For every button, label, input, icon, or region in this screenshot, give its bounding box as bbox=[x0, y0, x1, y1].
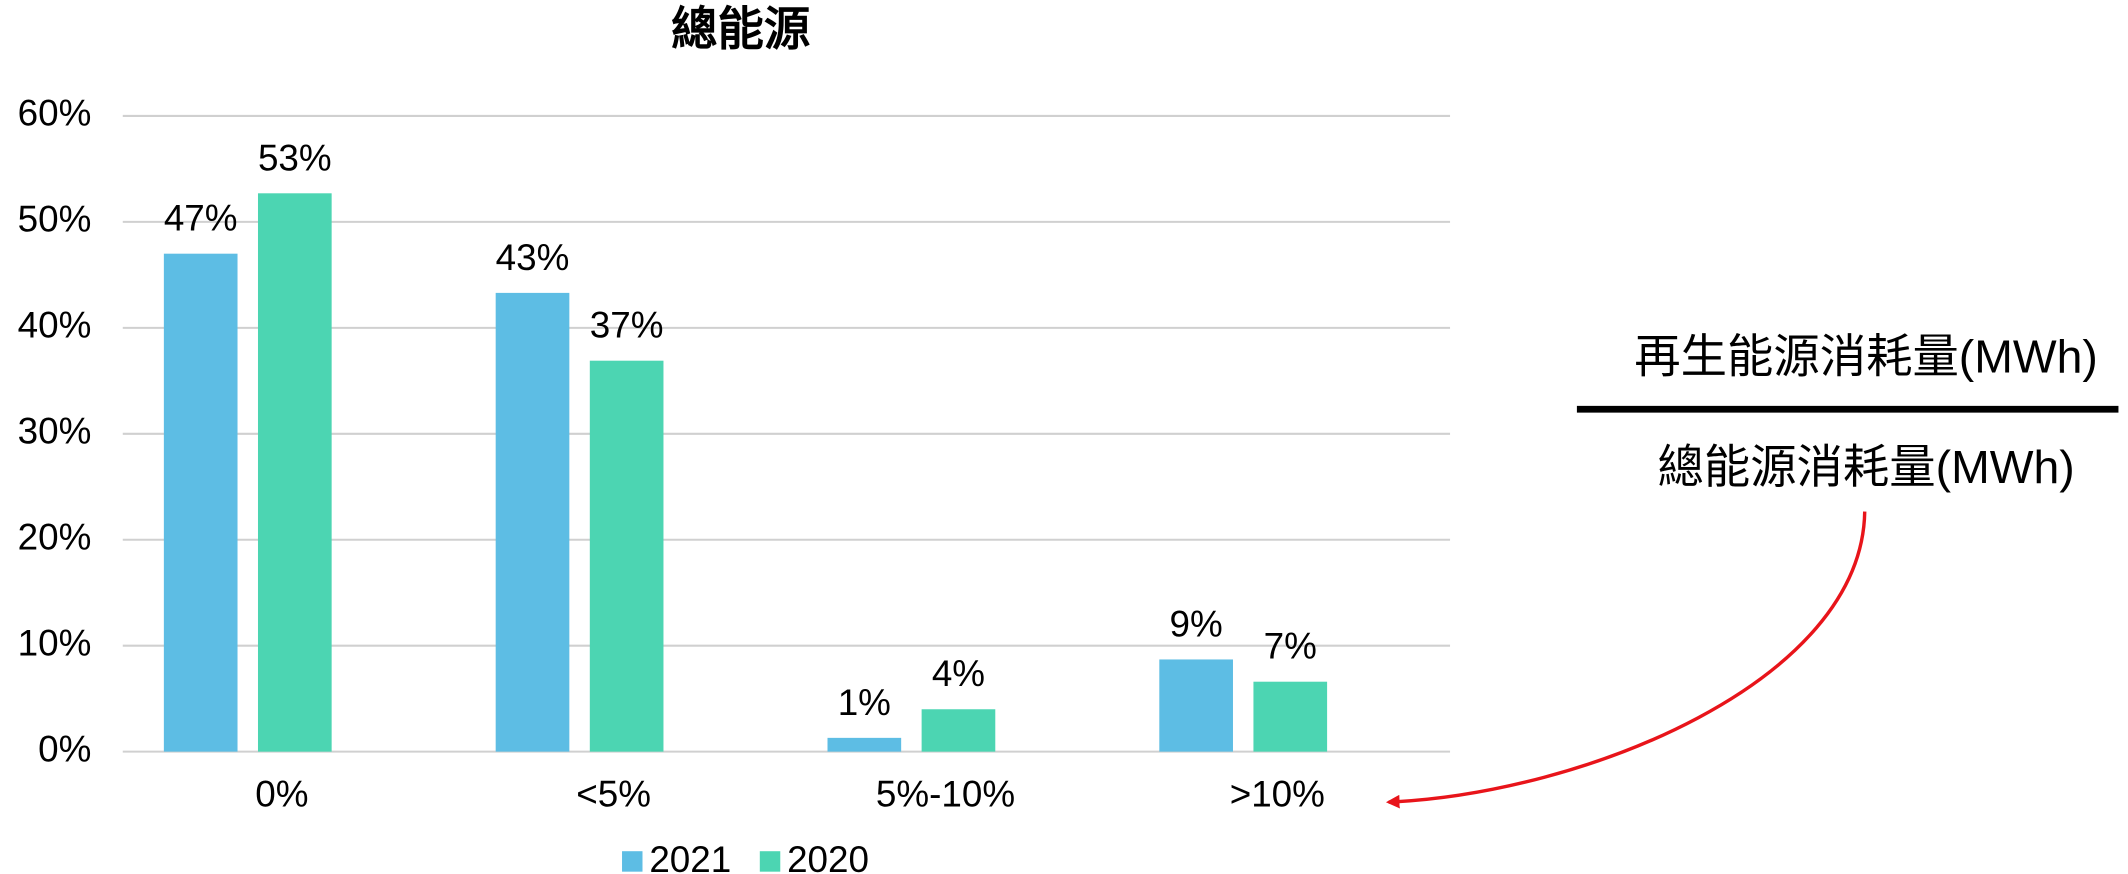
value-label: 47% bbox=[164, 198, 238, 239]
y-tick-label: 10% bbox=[18, 622, 92, 663]
x-tick-label: 5%-10% bbox=[876, 773, 1015, 814]
value-label: 7% bbox=[1264, 626, 1317, 667]
value-label: 53% bbox=[258, 137, 332, 178]
value-label: 37% bbox=[590, 305, 664, 346]
value-label: 1% bbox=[838, 682, 891, 723]
bar bbox=[1159, 659, 1233, 752]
y-tick-label: 50% bbox=[18, 199, 92, 240]
bar bbox=[827, 737, 902, 752]
bar bbox=[589, 360, 664, 752]
arrow bbox=[1385, 511, 1867, 809]
legend-label: 2020 bbox=[787, 839, 869, 874]
x-tick-label: <5% bbox=[576, 773, 651, 814]
y-tick-label: 20% bbox=[18, 516, 92, 557]
x-tick-label: 0% bbox=[255, 773, 308, 814]
legend-swatch bbox=[622, 851, 643, 872]
value-label: 43% bbox=[496, 237, 570, 278]
legend-label: 2021 bbox=[649, 839, 731, 874]
value-label: 9% bbox=[1170, 603, 1223, 644]
y-tick-label: 60% bbox=[18, 93, 92, 134]
y-tick-label: 40% bbox=[18, 305, 92, 346]
value-label: 4% bbox=[932, 653, 985, 694]
bar bbox=[163, 253, 238, 752]
bar bbox=[1253, 681, 1328, 752]
chart-title: 總能源 bbox=[671, 3, 810, 55]
bar bbox=[921, 709, 996, 752]
y-tick-label: 0% bbox=[38, 728, 91, 769]
legend-swatch bbox=[759, 851, 781, 872]
bar bbox=[257, 193, 332, 752]
y-tick-label: 30% bbox=[18, 411, 92, 452]
bar bbox=[495, 292, 570, 752]
numerator: 再生能源消耗量(MWh) bbox=[1634, 330, 2098, 382]
x-tick-label: >10% bbox=[1230, 773, 1325, 814]
denominator: 總能源消耗量(MWh) bbox=[1657, 441, 2074, 493]
